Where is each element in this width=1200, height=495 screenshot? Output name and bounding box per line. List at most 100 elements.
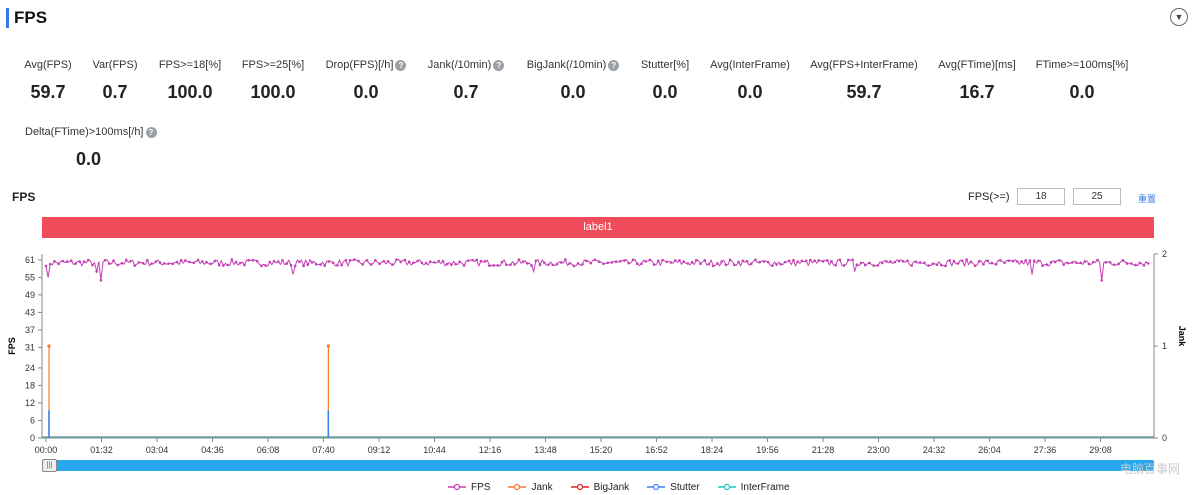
legend-item-jank[interactable]: Jank <box>508 480 553 494</box>
fps-point <box>1117 262 1120 266</box>
fps-point <box>956 262 960 265</box>
fps-point <box>901 260 905 263</box>
fps-point <box>1087 262 1091 266</box>
fps-point <box>390 263 394 266</box>
fps-point <box>500 260 504 264</box>
x-tick-label: 04:36 <box>201 445 224 455</box>
fps-point <box>475 258 479 262</box>
time-range-slider[interactable] <box>42 460 1154 471</box>
fps-point <box>1028 259 1032 262</box>
fps-point <box>65 260 69 263</box>
fps-point <box>711 264 715 268</box>
threshold-low-input[interactable] <box>1017 188 1065 205</box>
fps-point <box>374 258 377 262</box>
metric-card: Stutter[%] 0.0 <box>595 55 735 103</box>
fps-point <box>44 264 48 268</box>
fps-point <box>158 261 162 264</box>
fps-point <box>1129 262 1133 265</box>
fps-point <box>450 263 453 266</box>
help-icon[interactable]: ? <box>608 59 620 71</box>
x-tick-label: 29:08 <box>1089 445 1112 455</box>
help-icon[interactable]: ? <box>493 59 505 71</box>
fps-point <box>842 264 846 267</box>
legend-item-interframe[interactable]: InterFrame <box>717 480 790 494</box>
fps-point <box>1053 260 1057 264</box>
fps-point <box>973 264 977 268</box>
fps-point <box>678 259 681 262</box>
metric-label: Jank(/10min)? <box>428 59 505 71</box>
x-tick-label: 13:48 <box>534 445 557 455</box>
fps-point <box>581 263 584 266</box>
fps-point <box>952 259 956 263</box>
x-tick-label: 09:12 <box>368 445 391 455</box>
y2-axis-label: Jank <box>1177 326 1187 348</box>
metric-card: Jank(/10min)? 0.7 <box>396 55 536 103</box>
section-header: FPS ▼ <box>0 0 1200 36</box>
fps-point <box>847 258 850 262</box>
fps-point <box>665 260 669 264</box>
metrics-panel: Avg(FPS) 59.7 Var(FPS) 0.7 FPS>=18[%] 100.0 FP… <box>0 55 1200 175</box>
reset-link[interactable]: 重置 <box>1138 194 1157 204</box>
help-icon[interactable]: ? <box>145 126 157 138</box>
fps-point <box>466 259 470 262</box>
fps-point <box>737 260 740 264</box>
fps-point <box>695 258 698 262</box>
fps-point <box>1041 264 1044 268</box>
metric-label-text: Jank(/10min) <box>427 59 492 71</box>
fps-point <box>855 263 859 267</box>
fps-point <box>1037 259 1040 263</box>
fps-point <box>923 261 926 265</box>
fps-point <box>146 258 149 262</box>
fps-point <box>1058 259 1061 262</box>
metric-label-text: Var(FPS) <box>92 59 138 71</box>
fps-point <box>589 261 593 265</box>
metric-label: FPS>=18[%] <box>159 59 221 71</box>
metric-card: Drop(FPS)[/h]? 0.0 <box>296 55 436 103</box>
fps-point <box>213 259 217 263</box>
legend-item-fps[interactable]: FPS <box>448 480 490 494</box>
fps-point <box>61 259 65 263</box>
fps-point <box>247 258 251 262</box>
fps-point <box>872 264 875 267</box>
metric-label: Stutter[%] <box>641 59 689 71</box>
metric-value: 100.0 <box>250 82 296 102</box>
fps-point <box>302 264 305 268</box>
legend-swatch <box>717 483 736 491</box>
fps-point <box>699 262 702 266</box>
legend-item-stutter[interactable]: Stutter <box>647 480 700 494</box>
fps-point <box>939 263 943 267</box>
metric-label-text: BigJank(/10min) <box>526 59 607 71</box>
help-icon[interactable]: ? <box>395 59 407 71</box>
legend-label: FPS <box>471 481 491 493</box>
fps-point <box>74 262 77 265</box>
fps-point <box>462 264 466 267</box>
metric-value: 0.0 <box>737 82 763 102</box>
metric-label: Avg(InterFrame) <box>710 59 790 71</box>
fps-point <box>690 260 694 264</box>
fps-point <box>543 261 546 265</box>
fps-point <box>82 260 86 263</box>
chevron-down-icon[interactable]: ▼ <box>1170 8 1188 26</box>
fps-point <box>766 260 770 264</box>
fps-point <box>728 258 732 262</box>
fps-point <box>1108 261 1112 264</box>
fps-point <box>614 260 618 264</box>
fps-point <box>298 260 301 264</box>
fps-point <box>428 260 432 264</box>
fps-point <box>116 263 120 267</box>
fps-point <box>1049 260 1053 264</box>
legend-item-bigjank[interactable]: BigJank <box>570 480 629 494</box>
metric-label-text: FPS>=18[%] <box>158 59 222 71</box>
fps-point <box>268 260 272 264</box>
fps-point <box>137 261 141 264</box>
threshold-high-input[interactable] <box>1073 188 1121 205</box>
metric-label: Avg(FPS+InterFrame) <box>810 59 918 71</box>
slider-handle[interactable]: ||| <box>42 459 57 472</box>
fps-point <box>175 260 179 264</box>
fps-point <box>184 259 187 262</box>
fps-point <box>251 258 255 262</box>
fps-point <box>209 262 212 266</box>
fps-point <box>948 259 952 262</box>
x-tick-label: 12:16 <box>479 445 502 455</box>
